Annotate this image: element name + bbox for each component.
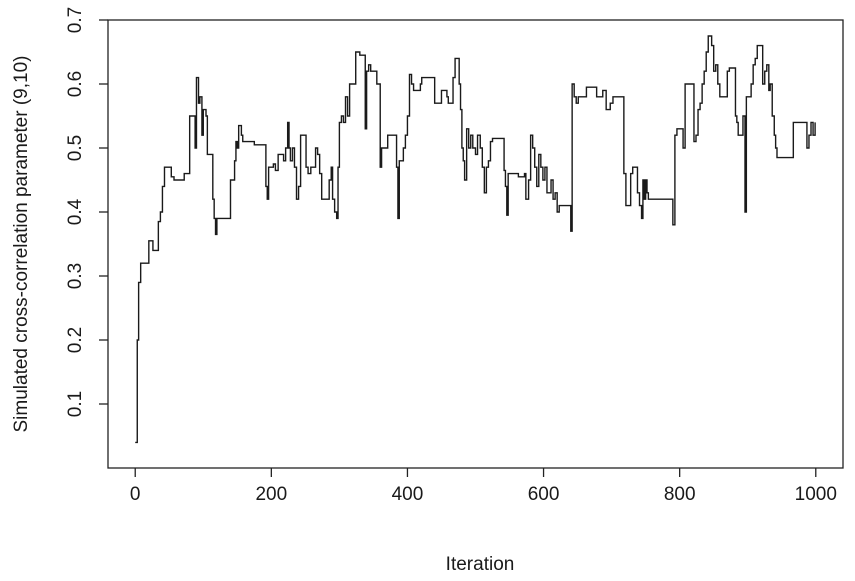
x-tick-label: 800 [664,484,696,505]
y-tick-label: 0.1 [65,391,86,417]
series-line [135,35,816,444]
y-tick-label: 0.2 [65,327,86,353]
x-tick-label: 400 [392,484,424,505]
x-tick-label: 200 [255,484,287,505]
y-tick-label: 0.3 [65,263,86,289]
y-tick-label: 0.4 [65,198,86,225]
y-axis-title: Simulated cross-correlation parameter (9… [11,56,32,433]
y-tick-label: 0.7 [65,7,86,33]
y-axis: 0.1 0.2 0.3 0.4 0.5 0.6 0.7 [65,7,108,417]
series-layer [135,35,816,444]
x-tick-label: 0 [130,484,141,505]
y-tick-label: 0.5 [65,135,86,161]
x-axis: 0 200 400 600 800 1000 [130,468,837,505]
x-tick-label: 1000 [795,484,837,505]
x-tick-label: 600 [528,484,560,505]
plot-frame [107,19,844,469]
y-tick-label: 0.6 [65,71,86,97]
x-axis-title: Iteration [446,554,515,575]
